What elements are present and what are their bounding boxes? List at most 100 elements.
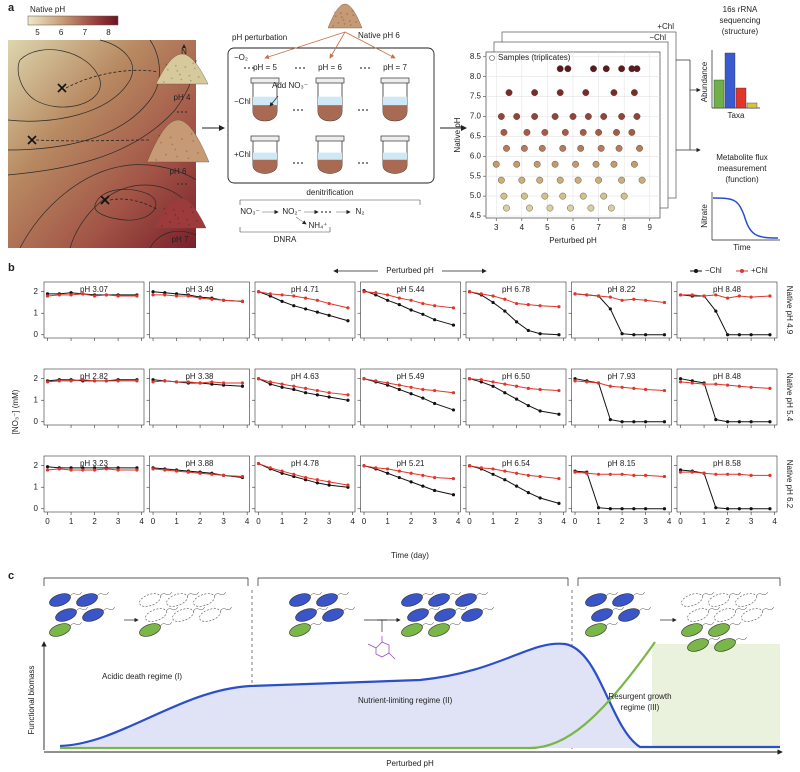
- point: [632, 386, 636, 390]
- cell: [322, 608, 344, 622]
- point: [573, 292, 577, 296]
- point: [451, 408, 456, 412]
- soil: [327, 3, 363, 29]
- subplot-title: pH 8.48: [713, 285, 742, 294]
- series-line: [680, 381, 770, 389]
- point: [303, 391, 308, 395]
- ellipsis-dot: [185, 183, 187, 185]
- point: [497, 176, 505, 184]
- site-mark: [100, 195, 110, 205]
- subplot-title: pH 8.15: [607, 459, 636, 468]
- point: [514, 320, 519, 324]
- flagellum: [708, 607, 720, 612]
- point: [608, 384, 612, 388]
- x-tick-label: 6: [571, 223, 576, 232]
- soil-grain: [166, 68, 169, 71]
- x-axis-label: Time (day): [391, 551, 429, 560]
- point: [280, 382, 284, 386]
- series-line: [363, 378, 454, 411]
- point: [638, 176, 646, 184]
- tube-water: [383, 152, 407, 160]
- x-tick-label: 4: [772, 517, 777, 526]
- plot-frame: [571, 368, 672, 426]
- point: [662, 333, 667, 337]
- soil-grain: [160, 141, 162, 144]
- bacterium: [681, 592, 714, 607]
- x-tick-label: 3: [749, 517, 754, 526]
- point: [467, 377, 472, 381]
- point: [397, 296, 401, 300]
- y-tick-label: 7.0: [470, 112, 482, 121]
- point: [725, 296, 730, 300]
- arrow: [329, 31, 346, 59]
- point: [569, 113, 577, 120]
- biomass-curve: [59, 642, 780, 749]
- subplot-title: pH 5.44: [396, 285, 425, 294]
- subplot-title: pH 5.21: [396, 459, 425, 468]
- point: [620, 472, 624, 476]
- point: [600, 192, 608, 200]
- subplot: pH 8.48: [674, 281, 778, 341]
- point: [662, 388, 667, 393]
- point: [346, 306, 350, 310]
- point: [491, 467, 495, 471]
- point: [45, 294, 50, 298]
- subplot: pH 8.22: [568, 281, 672, 341]
- inhibitor: [367, 636, 396, 660]
- point: [327, 395, 331, 399]
- contour: [94, 189, 157, 221]
- flagellum: [310, 592, 322, 597]
- point: [520, 144, 528, 152]
- tube-soil: [383, 105, 407, 121]
- legend-label: Samples (triplicates): [498, 53, 571, 62]
- x-tick-label: 8: [622, 223, 627, 232]
- cell: [289, 593, 311, 607]
- point: [620, 420, 624, 424]
- plot-frame: [676, 455, 778, 513]
- bacterium: [708, 622, 741, 637]
- bacterium: [687, 607, 720, 622]
- point: [644, 387, 648, 392]
- soil-grain: [342, 19, 345, 21]
- point: [433, 475, 437, 480]
- point: [81, 468, 85, 472]
- flagellum: [633, 592, 645, 597]
- x-tick-label: 3: [116, 517, 121, 526]
- subplot-title: pH 4.63: [291, 372, 320, 381]
- nitrate-curve: [712, 197, 779, 239]
- point: [421, 387, 425, 392]
- point: [702, 382, 706, 386]
- point: [556, 176, 564, 184]
- series-line: [680, 471, 770, 476]
- point: [409, 392, 413, 396]
- point: [451, 493, 456, 497]
- cell: [49, 593, 71, 607]
- bacterium: [407, 607, 440, 622]
- point: [409, 298, 413, 302]
- point: [678, 470, 683, 474]
- point: [577, 144, 585, 152]
- plot-frame: [676, 281, 778, 339]
- point: [520, 192, 528, 200]
- x-tick-label: 3: [221, 517, 226, 526]
- soil-grain: [346, 13, 349, 15]
- point: [559, 192, 567, 200]
- bacterium: [612, 592, 645, 607]
- point: [597, 144, 605, 152]
- bacterium: [49, 622, 82, 637]
- point: [222, 473, 226, 477]
- readout-label: 16s rRNA: [723, 5, 758, 14]
- cell: [55, 608, 77, 622]
- panel-label: c: [8, 570, 14, 582]
- point: [523, 129, 531, 136]
- point: [531, 89, 539, 97]
- point: [607, 204, 615, 212]
- subplot: pH 6.50: [463, 368, 567, 428]
- colorbar-tick: 5: [35, 28, 40, 37]
- point: [557, 477, 561, 481]
- bacterium: [82, 607, 115, 622]
- flagellum: [482, 607, 494, 612]
- ellipsis-dot: [301, 109, 303, 111]
- flagellum: [337, 592, 349, 597]
- point: [362, 290, 366, 294]
